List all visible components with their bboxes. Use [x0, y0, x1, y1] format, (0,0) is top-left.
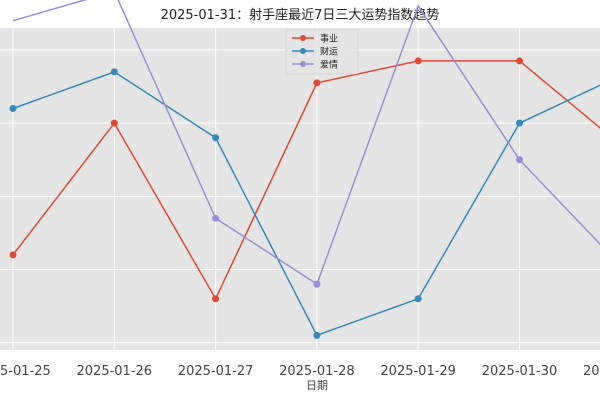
- series: [12, 0, 600, 288]
- legend-marker: [300, 61, 306, 67]
- x-tick-label: 2025-01-26: [77, 364, 153, 379]
- x-tick-label: 2025-01-25: [0, 364, 51, 379]
- legend-label: 事业: [320, 33, 338, 45]
- x-tick-label: 2025-01-31: [583, 364, 600, 379]
- data-point: [516, 57, 523, 65]
- legend-label: 爱情: [320, 59, 338, 71]
- data-point: [9, 105, 17, 112]
- x-tick-label: 2025-01-28: [279, 364, 355, 379]
- series: [9, 57, 600, 303]
- x-tick-label: 2025-01-29: [380, 364, 456, 379]
- data-point: [516, 119, 523, 127]
- data-point: [9, 251, 17, 259]
- x-axis-label: 日期: [306, 379, 328, 392]
- legend-marker: [300, 48, 306, 54]
- data-point: [313, 331, 321, 339]
- data-point: [516, 156, 523, 164]
- data-point: [313, 280, 321, 288]
- x-tick-label: 2025-01-30: [482, 364, 558, 379]
- data-point: [414, 295, 422, 303]
- data-point: [313, 79, 321, 87]
- data-point: [212, 134, 220, 142]
- data-point: [110, 68, 118, 76]
- data-point: [414, 57, 422, 65]
- legend-label: 财运: [320, 46, 338, 58]
- chart-title: 2025-01-31：射手座最近7日三大运势指数趋势: [161, 7, 440, 23]
- x-tick-labels: 2025-01-25 2025-01-26 2025-01-27 2025-01-28…: [0, 364, 600, 379]
- data-point: [212, 214, 220, 222]
- plot-area: [0, 28, 600, 350]
- x-tick-label: 2025-01-27: [178, 364, 254, 379]
- legend-marker: [300, 35, 306, 41]
- series-lines: [9, 0, 600, 339]
- series: [9, 68, 600, 339]
- data-point: [110, 119, 118, 127]
- data-point: [212, 295, 220, 303]
